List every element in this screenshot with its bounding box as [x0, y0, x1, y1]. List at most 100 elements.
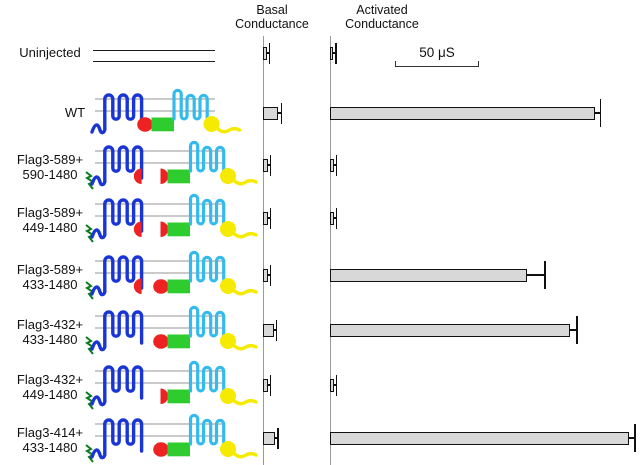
basal-conductance-header: Basal Conductance	[228, 3, 316, 31]
c-terminal-tail	[231, 231, 258, 239]
activated-flag3-589_433-1480-error-cap	[544, 261, 546, 289]
activated-axis-line	[330, 36, 332, 465]
activated-uninjected-bar	[330, 46, 334, 60]
activated-flag3-432_449-1480-bar	[330, 378, 335, 392]
nbd1-circle	[153, 334, 169, 349]
flag-tag	[85, 336, 95, 355]
row-label-line: 449-1480	[22, 220, 78, 235]
basal-flag3-589_433-1480-bar	[263, 268, 269, 282]
row-label-flag3-432_433-1480: Flag3-432+ 433-1480	[2, 317, 98, 347]
activated-flag3-589_449-1480-error-whisker	[334, 217, 337, 219]
row-label-line: Flag3-414+	[16, 425, 84, 440]
basal-wt-bar	[263, 106, 279, 120]
r-domain-rect	[167, 334, 190, 349]
basal-uninjected-error-whisker	[267, 52, 270, 54]
activated-flag3-432_433-1480-error-cap	[576, 316, 578, 344]
construct-cartoon	[90, 88, 242, 135]
tmd2-squiggle	[172, 88, 209, 126]
row-label-line: 433-1480	[22, 277, 78, 292]
construct-cartoon	[85, 193, 258, 243]
r-domain-rect	[167, 442, 190, 457]
tmd1-squiggle	[90, 418, 144, 460]
tmd1-squiggle	[90, 93, 144, 135]
row-label-flag3-589_433-1480: Flag3-589+ 433-1480	[2, 262, 98, 292]
activated-header-line1: Activated	[356, 3, 408, 17]
row-label-line: 590-1480	[22, 167, 78, 182]
nbd1-n-half-disc	[133, 221, 142, 237]
activated-uninjected-error-whisker	[333, 52, 336, 54]
construct-cartoon	[85, 305, 258, 355]
tmd2-squiggle	[188, 193, 226, 231]
c-terminal-tail	[231, 343, 258, 351]
tmd1-squiggle	[90, 365, 144, 407]
activated-flag3-589_590-1480-bar	[330, 158, 335, 172]
c-terminal-tail	[231, 451, 258, 459]
row-label-line: WT	[64, 105, 86, 120]
activated-wt-error-cap	[599, 99, 602, 127]
tmd1-squiggle	[90, 255, 144, 297]
flag-tag	[85, 281, 95, 300]
scale-bar-right-tick	[477, 61, 479, 67]
activated-flag3-589_433-1480-error-whisker	[526, 274, 546, 276]
activated-flag3-589_590-1480-error-whisker	[334, 164, 337, 166]
basal-flag3-589_449-1480-error-cap	[269, 207, 272, 229]
basal-flag3-432_449-1480-error-cap	[269, 374, 272, 396]
r-domain-rect	[151, 117, 174, 132]
activated-flag3-414_433-1480-bar	[330, 431, 630, 445]
c-terminal-tail	[231, 178, 258, 186]
nbd1-c-half-disc	[160, 221, 169, 237]
uninjected-membrane-outer-line	[93, 50, 215, 52]
tmd2-squiggle	[188, 360, 226, 398]
scale-bar-line	[395, 66, 479, 68]
tmd2-squiggle	[188, 413, 226, 451]
basal-flag3-432_449-1480-bar	[263, 378, 269, 392]
r-domain-rect	[167, 169, 190, 184]
nbd1-c-half-disc	[160, 388, 169, 404]
construct-cartoon	[85, 140, 258, 190]
nbd1-n-half-disc	[133, 278, 142, 294]
activated-conductance-header: Activated Conductance	[334, 3, 430, 31]
activated-header-line2: Conductance	[345, 17, 419, 31]
activated-flag3-589_590-1480-error-cap	[335, 154, 338, 176]
basal-flag3-414_433-1480-error-cap	[277, 427, 279, 449]
row-label-flag3-589_590-1480: Flag3-589+ 590-1480	[2, 152, 98, 182]
nbd1-circle	[153, 279, 169, 294]
basal-flag3-414_433-1480-error-whisker	[274, 437, 279, 439]
c-terminal-tail	[231, 398, 258, 406]
basal-uninjected-bar	[263, 46, 268, 60]
basal-flag3-432_433-1480-error-whisker	[273, 329, 277, 331]
row-label-flag3-589_449-1480: Flag3-589+ 449-1480	[2, 205, 98, 235]
row-label-uninjected: Uninjected	[2, 45, 98, 60]
basal-flag3-589_590-1480-bar	[263, 158, 269, 172]
row-label-line: Flag3-432+	[16, 317, 84, 332]
basal-flag3-589_449-1480-bar	[263, 211, 269, 225]
row-label-line: Flag3-589+	[16, 262, 84, 277]
activated-flag3-589_449-1480-bar	[330, 211, 335, 225]
activated-flag3-432_449-1480-error-cap	[335, 374, 338, 396]
activated-flag3-432_449-1480-error-whisker	[334, 384, 337, 386]
activated-flag3-432_433-1480-error-whisker	[570, 329, 577, 331]
r-domain-rect	[167, 279, 190, 294]
row-label-wt: WT	[27, 105, 123, 120]
flag-tag	[85, 391, 95, 410]
tmd1-squiggle	[90, 145, 144, 187]
basal-axis-line	[263, 36, 265, 465]
flag-tag	[85, 444, 95, 463]
nbd1-circle	[153, 442, 169, 457]
activated-flag3-589_449-1480-error-cap	[335, 207, 338, 229]
activated-flag3-589_433-1480-bar	[330, 268, 527, 282]
tmd2-squiggle	[188, 250, 226, 288]
activated-flag3-414_433-1480-error-whisker	[629, 437, 635, 439]
row-label-line: Flag3-589+	[16, 152, 84, 167]
c-terminal-tail	[231, 288, 258, 296]
row-label-line: 449-1480	[22, 387, 78, 402]
basal-flag3-414_433-1480-bar	[263, 431, 275, 445]
row-label-line: 433-1480	[22, 332, 78, 347]
row-label-flag3-414_433-1480: Flag3-414+ 433-1480	[2, 425, 98, 455]
activated-uninjected-error-cap	[335, 42, 337, 64]
row-label-line: Uninjected	[19, 45, 81, 60]
scale-bar-left-tick	[395, 61, 397, 67]
basal-flag3-432_433-1480-bar	[263, 323, 274, 337]
activated-flag3-414_433-1480-error-cap	[634, 424, 636, 452]
